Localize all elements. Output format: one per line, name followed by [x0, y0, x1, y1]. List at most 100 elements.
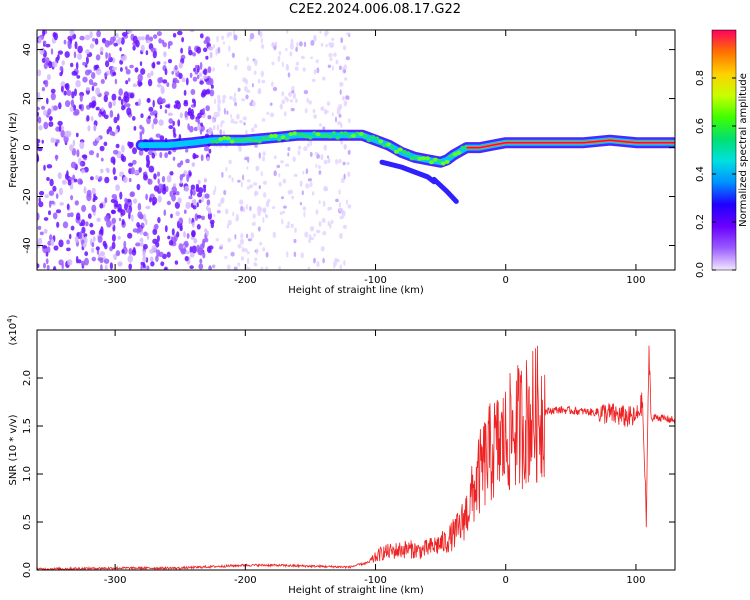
noise-blob [191, 245, 197, 254]
noise-blob [313, 114, 317, 119]
ridge-blob [315, 132, 321, 137]
noise-blob [318, 221, 322, 227]
noise-blob [82, 76, 88, 83]
noise-blob [149, 197, 152, 203]
noise-blob [233, 121, 238, 124]
noise-blob [43, 228, 48, 234]
noise-blob [72, 110, 79, 116]
noise-blob [308, 100, 312, 105]
noise-blob [79, 162, 83, 166]
noise-blob [207, 46, 214, 51]
noise-blob [179, 112, 183, 119]
snr-line [37, 345, 675, 570]
noise-blob [236, 113, 240, 120]
noise-blob [55, 193, 59, 199]
noise-blob [50, 92, 56, 101]
noise-blob [198, 72, 202, 77]
noise-blob [104, 264, 108, 270]
bottom-x-axis-label: Height of straight line (km) [288, 585, 424, 596]
noise-blob [100, 157, 104, 162]
noise-blob [49, 200, 55, 205]
noise-blob [260, 44, 265, 49]
noise-blob [72, 139, 76, 147]
noise-blob [63, 135, 69, 144]
noise-blob [342, 45, 347, 51]
ridge-blob [354, 131, 360, 136]
noise-blob [347, 149, 351, 155]
noise-blob [281, 61, 284, 68]
noise-blob [301, 190, 304, 196]
noise-blob [104, 243, 108, 250]
noise-blob [142, 262, 146, 269]
noise-blob [91, 242, 95, 248]
noise-blob [123, 240, 127, 249]
noise-blob [158, 119, 164, 126]
noise-blob [286, 251, 289, 258]
noise-blob [316, 261, 320, 268]
noise-blob [197, 179, 201, 185]
noise-blob [156, 235, 160, 243]
noise-blob [183, 209, 187, 214]
noise-blob [149, 36, 153, 42]
noise-blob [336, 259, 340, 263]
noise-blob [137, 202, 142, 211]
noise-blob [281, 196, 284, 200]
noise-blob [199, 128, 203, 135]
noise-blob [45, 258, 49, 265]
noise-blob [70, 225, 75, 231]
noise-blob [37, 143, 40, 147]
noise-blob [173, 133, 177, 138]
noise-blob [151, 245, 157, 252]
noise-blob [121, 144, 125, 153]
noise-blob [53, 245, 59, 251]
noise-blob [224, 255, 228, 260]
noise-blob [290, 107, 295, 112]
noise-blob [104, 215, 110, 222]
x-tick-label: 0 [503, 575, 509, 586]
noise-blob [282, 178, 287, 184]
noise-blob [50, 137, 55, 144]
noise-blob [94, 65, 98, 70]
noise-blob [146, 72, 151, 79]
ridge-blob [370, 135, 376, 140]
noise-blob [70, 161, 77, 169]
ridge-blob [284, 136, 290, 141]
noise-blob [172, 127, 176, 135]
noise-blob [91, 247, 95, 253]
noise-blob [60, 85, 64, 93]
noise-blob [117, 261, 123, 267]
noise-blob [189, 72, 193, 79]
ridge-blob [292, 131, 298, 136]
noise-blob [37, 111, 40, 117]
noise-blob [332, 65, 334, 71]
noise-blob [178, 62, 183, 69]
noise-blob [160, 86, 165, 95]
noise-blob [125, 103, 131, 108]
noise-blob [41, 105, 46, 110]
noise-blob [163, 61, 167, 65]
noise-blob [172, 156, 176, 161]
noise-blob [218, 246, 223, 250]
ridge-blob [393, 149, 399, 154]
noise-blob [265, 266, 269, 270]
ridge-blob [386, 142, 392, 147]
noise-blob [229, 96, 233, 100]
noise-blob [257, 211, 262, 216]
noise-blob [290, 223, 294, 228]
noise-blob [94, 38, 99, 45]
noise-blob [91, 187, 96, 195]
noise-blob [343, 260, 346, 266]
noise-blob [201, 240, 205, 249]
noise-blob [75, 132, 79, 138]
noise-blob [257, 30, 261, 36]
noise-blob [256, 205, 261, 213]
noise-blob [158, 38, 162, 44]
ridge-blob [276, 137, 282, 142]
noise-blob [123, 91, 129, 99]
noise-blob [212, 44, 216, 49]
top-y-axis-label: Frequency (Hz) [8, 112, 19, 188]
noise-blob [285, 225, 290, 229]
noise-blob [120, 98, 124, 106]
colorbar-gradient [711, 29, 737, 271]
noise-blob [335, 159, 339, 165]
